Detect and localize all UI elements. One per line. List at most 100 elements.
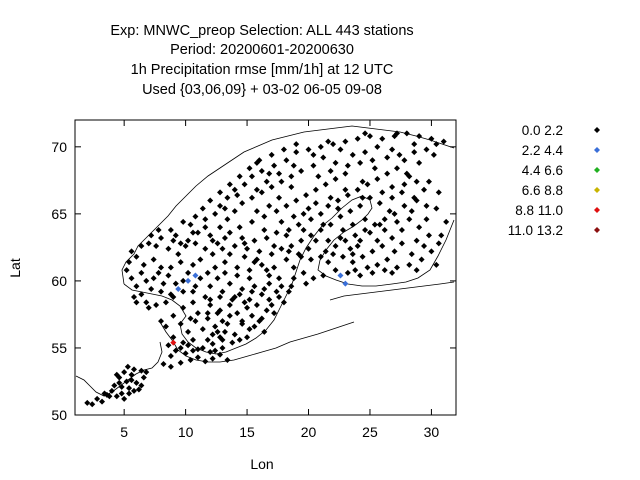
station-marker bbox=[278, 245, 285, 252]
station-marker bbox=[366, 133, 373, 140]
station-marker bbox=[394, 130, 401, 137]
station-marker bbox=[106, 393, 113, 400]
station-marker bbox=[266, 296, 273, 303]
station-marker bbox=[212, 347, 219, 354]
station-marker bbox=[430, 151, 437, 158]
station-marker bbox=[344, 192, 351, 199]
station-marker bbox=[421, 186, 428, 193]
station-marker bbox=[258, 291, 265, 298]
station-marker bbox=[317, 143, 324, 150]
station-marker bbox=[182, 350, 189, 357]
station-marker bbox=[325, 237, 332, 244]
station-marker bbox=[268, 302, 275, 309]
station-marker bbox=[290, 213, 297, 220]
station-marker bbox=[192, 283, 199, 290]
station-marker bbox=[150, 275, 157, 282]
station-marker bbox=[288, 184, 295, 191]
station-marker bbox=[185, 237, 192, 244]
station-marker bbox=[411, 141, 418, 148]
station-marker bbox=[263, 178, 270, 185]
station-marker bbox=[239, 320, 246, 327]
station-marker bbox=[94, 395, 101, 402]
station-marker bbox=[364, 264, 371, 271]
station-marker bbox=[189, 336, 196, 343]
station-marker bbox=[337, 146, 344, 153]
station-marker bbox=[204, 315, 211, 322]
station-marker bbox=[374, 143, 381, 150]
station-marker bbox=[246, 267, 253, 274]
legend-label: 2.2 4.4 bbox=[522, 143, 564, 158]
station-marker bbox=[241, 240, 248, 247]
station-marker bbox=[332, 243, 339, 250]
station-marker bbox=[253, 302, 260, 309]
station-marker bbox=[118, 390, 125, 397]
station-marker bbox=[364, 181, 371, 188]
station-marker bbox=[320, 221, 327, 228]
station-marker bbox=[290, 264, 297, 271]
station-marker bbox=[394, 264, 401, 271]
station-marker bbox=[398, 240, 405, 247]
station-marker bbox=[423, 216, 430, 223]
axis-ticks: 5 10 15 20 25 30 50 55 60 65 70 bbox=[51, 120, 456, 440]
station-marker bbox=[413, 267, 420, 274]
station-marker bbox=[344, 162, 351, 169]
station-marker bbox=[330, 141, 337, 148]
station-marker bbox=[374, 237, 381, 244]
station-marker bbox=[138, 367, 145, 374]
station-marker bbox=[175, 285, 182, 292]
scandinavia-coastline bbox=[121, 125, 455, 355]
station-marker bbox=[317, 253, 324, 260]
station-marker bbox=[263, 267, 270, 274]
station-marker bbox=[411, 149, 418, 156]
station-marker bbox=[339, 226, 346, 233]
station-marker bbox=[207, 296, 214, 303]
station-marker bbox=[295, 221, 302, 228]
station-marker bbox=[241, 299, 248, 306]
station-marker bbox=[386, 208, 393, 215]
station-marker bbox=[202, 216, 209, 223]
y-tick-label: 60 bbox=[51, 273, 67, 289]
station-marker bbox=[207, 283, 214, 290]
station-marker bbox=[217, 294, 224, 300]
station-marker bbox=[130, 366, 137, 373]
station-marker bbox=[217, 307, 224, 314]
station-marker bbox=[251, 237, 258, 244]
station-marker bbox=[354, 186, 361, 193]
station-marker bbox=[354, 135, 361, 142]
station-marker bbox=[212, 210, 219, 217]
station-marker bbox=[384, 256, 391, 263]
station-marker bbox=[438, 232, 445, 239]
station-marker bbox=[416, 224, 423, 231]
station-marker bbox=[342, 138, 349, 145]
station-marker bbox=[170, 334, 177, 341]
station-marker bbox=[113, 371, 120, 378]
title-line-4: Used {03,06,09} + 03-02 06-05 09-08 bbox=[142, 82, 382, 98]
station-marker bbox=[303, 192, 310, 199]
station-marker bbox=[192, 272, 199, 279]
station-marker bbox=[121, 369, 128, 376]
station-marker bbox=[113, 393, 120, 400]
station-marker bbox=[209, 331, 216, 338]
station-marker bbox=[199, 344, 206, 351]
station-marker bbox=[248, 312, 255, 319]
station-marker bbox=[322, 181, 329, 188]
station-marker bbox=[401, 181, 408, 188]
station-marker bbox=[209, 340, 216, 347]
station-marker bbox=[248, 218, 255, 225]
station-marker bbox=[425, 232, 432, 239]
station-marker bbox=[187, 221, 194, 228]
station-marker bbox=[335, 205, 342, 212]
station-marker bbox=[425, 178, 432, 185]
station-marker bbox=[261, 328, 268, 335]
station-marker bbox=[207, 232, 214, 239]
station-marker bbox=[226, 181, 233, 188]
station-marker bbox=[187, 357, 194, 364]
station-marker bbox=[160, 361, 167, 368]
station-marker bbox=[283, 232, 290, 239]
station-marker bbox=[423, 146, 430, 153]
station-marker bbox=[332, 267, 339, 274]
estonia-coastline bbox=[329, 281, 455, 301]
station-marker bbox=[428, 248, 435, 255]
station-marker bbox=[276, 194, 283, 201]
x-tick-label: 10 bbox=[178, 424, 194, 440]
